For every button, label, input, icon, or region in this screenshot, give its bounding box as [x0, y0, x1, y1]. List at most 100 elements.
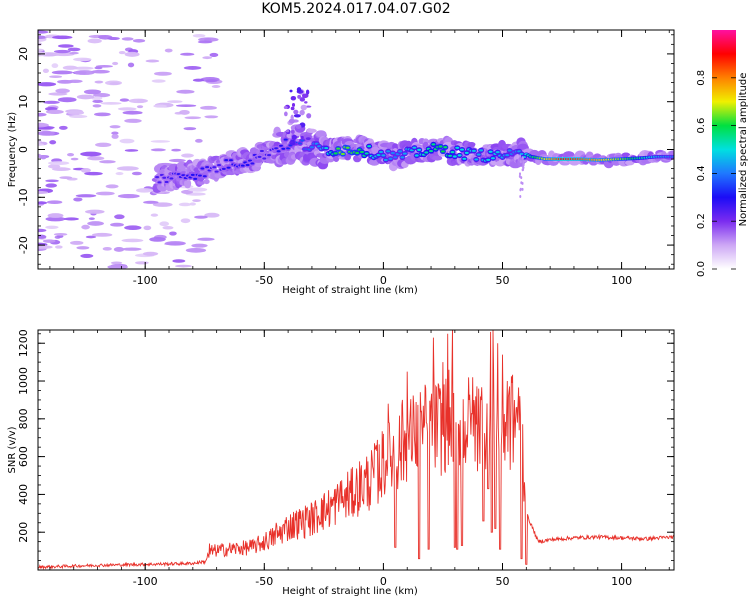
snr-x-axis-label: Height of straight line (km) — [282, 586, 418, 597]
heatmap-noise-cell — [205, 79, 218, 83]
heatmap-ridge-core — [440, 150, 445, 153]
heatmap-noise-cell — [74, 70, 95, 76]
heatmap-ridge-core — [386, 150, 391, 153]
heatmap-noise-cell — [87, 38, 102, 44]
heatmap-streak-cell — [522, 162, 525, 166]
snr-y-axis-label: SNR (v/v) — [7, 426, 18, 473]
heatmap-noise-cell — [109, 82, 121, 85]
heatmap-cells — [38, 30, 674, 269]
heatmap-noise-cell — [124, 225, 142, 231]
heatmap-noise-cell — [176, 89, 195, 94]
heatmap-noise-cell — [159, 221, 170, 227]
heatmap-ridge-core — [212, 166, 217, 169]
heatmap-plume-cell — [290, 95, 297, 101]
heatmap-ridge-core — [259, 149, 264, 153]
heatmap-noise-cell — [88, 217, 95, 221]
heatmap-streak-cell — [521, 187, 524, 191]
spectrogram-y-tick-label: 0 — [17, 146, 30, 153]
heatmap-noise-cell — [110, 261, 123, 265]
heatmap-noise-cell — [38, 82, 57, 87]
heatmap-noise-cell — [122, 110, 143, 115]
heatmap-plume-cell — [295, 138, 300, 142]
heatmap-noise-cell — [136, 105, 144, 109]
heatmap-noise-cell — [87, 221, 104, 226]
heatmap-plume-cell — [306, 113, 312, 119]
heatmap-ridge-core — [476, 153, 481, 156]
heatmap-noise-cell — [115, 172, 124, 176]
heatmap-ridge-core — [507, 149, 512, 152]
heatmap-noise-cell — [195, 138, 203, 143]
snr-x-tick-label: 100 — [611, 575, 632, 588]
heatmap-noise-cell — [143, 200, 159, 204]
heatmap-noise-cell — [99, 160, 116, 164]
heatmap-noise-cell — [119, 98, 130, 102]
heatmap-plume-cell — [284, 111, 288, 117]
heatmap-ridge-core — [452, 155, 457, 158]
heatmap-noise-cell — [124, 118, 142, 123]
heatmap-noise-cell — [57, 97, 77, 103]
heatmap-noise-cell — [117, 107, 137, 111]
heatmap-ridge-core — [262, 157, 267, 160]
colorbar-tick-label: 0.6 — [696, 118, 707, 134]
heatmap-noise-cell — [42, 68, 49, 73]
heatmap-noise-cell — [107, 36, 120, 41]
snr-y-tick-label: 800 — [17, 408, 30, 429]
heatmap-ridge-core — [379, 150, 384, 154]
heatmap-noise-cell — [51, 70, 74, 75]
heatmap-noise-cell — [191, 243, 208, 248]
heatmap-plume-cell — [289, 89, 293, 93]
heatmap-noise-cell — [131, 171, 142, 176]
heatmap-ridge-core — [429, 149, 434, 153]
heatmap-plume-cell — [290, 106, 295, 111]
heatmap-ridge-core — [414, 154, 419, 157]
heatmap-ridge-core — [240, 164, 245, 167]
heatmap-ridge-core — [278, 144, 283, 147]
heatmap-noise-cell — [187, 187, 208, 192]
heatmap-ridge-core — [221, 167, 226, 170]
heatmap-halo-cell — [203, 179, 210, 185]
heatmap-noise-cell — [67, 47, 81, 52]
heatmap-ridge-core — [245, 163, 250, 167]
heatmap-noise-cell — [57, 44, 74, 48]
heatmap-noise-cell — [45, 183, 58, 188]
heatmap-halo-cell — [467, 142, 476, 147]
heatmap-plume-cell — [296, 87, 302, 93]
heatmap-noise-cell — [150, 140, 171, 143]
heatmap-noise-cell — [211, 85, 221, 88]
heatmap-noise-cell — [76, 246, 90, 250]
colorbar-tick-label: 0.4 — [696, 165, 707, 181]
heatmap-noise-cell — [80, 151, 102, 157]
spectrogram-x-tick-label: -50 — [255, 274, 273, 287]
heatmap-noise-cell — [59, 176, 73, 179]
heatmap-ridge-core — [257, 155, 262, 159]
heatmap-noise-cell — [38, 234, 47, 239]
snr-axes: -100 -50 0 50 100 200 400 600 800 1000 1200 Height … — [7, 329, 675, 597]
heatmap-noise-cell — [149, 236, 166, 242]
heatmap-noise-cell — [162, 225, 174, 230]
heatmap-halo-cell — [196, 180, 205, 186]
heatmap-noise-cell — [81, 224, 90, 230]
heatmap-halo-cell — [306, 128, 317, 133]
heatmap-noise-cell — [152, 202, 173, 207]
heatmap-halo-cell — [405, 140, 412, 149]
heatmap-ridge-core — [355, 151, 360, 155]
heatmap-noise-cell — [153, 104, 167, 108]
heatmap-ridge-core — [281, 147, 286, 150]
heatmap-noise-cell — [70, 157, 79, 161]
heatmap-ridge-core — [164, 180, 169, 184]
heatmap-ridge-core — [393, 156, 398, 159]
snr-x-tick-label: 0 — [380, 575, 387, 588]
heatmap-noise-cell — [45, 179, 59, 183]
heatmap-noise-cell — [38, 245, 53, 249]
heatmap-noise-cell — [135, 261, 149, 265]
heatmap-noise-cell — [118, 50, 126, 55]
heatmap-noise-cell — [180, 218, 191, 224]
spectrogram-y-tick-label: 20 — [17, 47, 30, 61]
heatmap-noise-cell — [40, 155, 47, 160]
heatmap-ridge-core — [383, 158, 388, 162]
heatmap-halo-cell — [184, 178, 192, 189]
heatmap-noise-cell — [38, 143, 44, 146]
heatmap-noise-cell — [150, 213, 159, 217]
heatmap-plume-cell — [300, 135, 304, 139]
heatmap-ridge-core — [286, 147, 291, 150]
